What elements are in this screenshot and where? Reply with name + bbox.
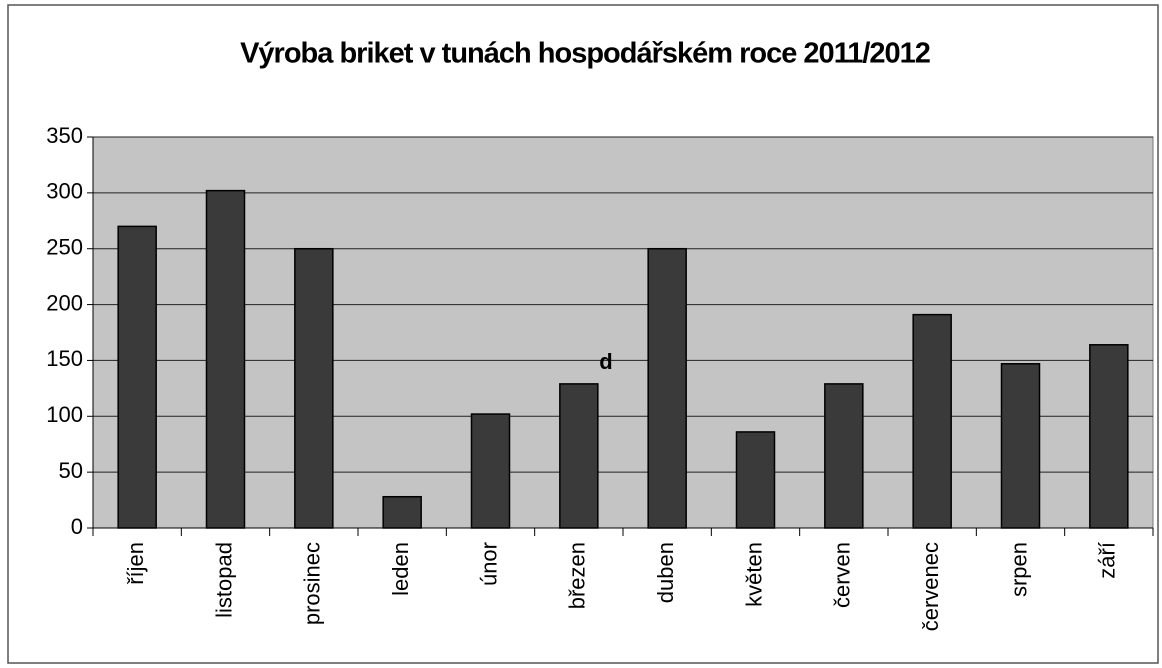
x-tick-label: leden xyxy=(388,542,413,596)
bar xyxy=(205,189,246,529)
y-tick-label: 150 xyxy=(46,346,83,371)
annotation: d xyxy=(599,349,612,374)
chart-title: Výroba briket v tunách hospodářském roce… xyxy=(240,38,930,70)
bar xyxy=(647,247,687,529)
bar xyxy=(1000,363,1041,529)
x-tick-label: červen xyxy=(830,542,855,608)
y-tick-label: 50 xyxy=(59,458,83,483)
bar xyxy=(912,313,952,529)
x-tick-label: srpen xyxy=(1006,542,1031,597)
bar xyxy=(294,247,334,529)
x-tick-label: únor xyxy=(476,542,501,586)
bar xyxy=(117,225,157,529)
x-tick-label: listopad xyxy=(211,542,236,618)
x-tick-label: červenec xyxy=(918,542,943,631)
x-tick-label: květen xyxy=(741,542,766,607)
bar xyxy=(1089,344,1129,529)
bar xyxy=(735,431,776,529)
y-tick-label: 300 xyxy=(46,179,83,204)
bar xyxy=(470,413,511,529)
y-tick-label: 200 xyxy=(46,290,83,315)
y-tick-label: 0 xyxy=(71,514,83,539)
plot-area xyxy=(92,136,1154,529)
bar xyxy=(382,495,422,529)
y-tick-label: 350 xyxy=(46,123,83,148)
y-tick-label: 250 xyxy=(46,235,83,260)
x-tick-label: březen xyxy=(565,542,590,609)
bar xyxy=(559,383,599,529)
y-tick-label: 100 xyxy=(46,402,83,427)
x-tick-label: září xyxy=(1095,542,1120,579)
x-tick-label: říjen xyxy=(123,542,148,585)
x-tick-label: duben xyxy=(653,542,678,603)
bar xyxy=(824,383,864,529)
x-tick-label: prosinec xyxy=(300,542,325,625)
